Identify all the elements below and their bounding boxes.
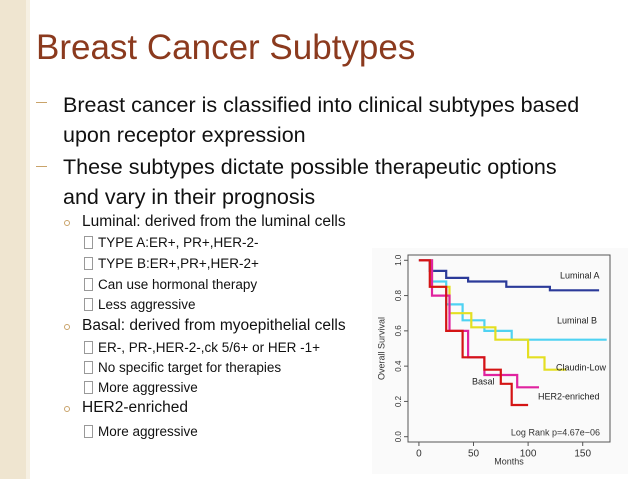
subtype-item: Can use hormonal therapy (98, 277, 258, 292)
sub-marker (64, 406, 70, 412)
item-marker (84, 425, 93, 438)
item-marker (84, 298, 93, 311)
subtype-item: More aggressive (98, 380, 198, 395)
item-marker (84, 341, 93, 354)
series-label: Luminal B (557, 315, 597, 325)
y-axis-label: Overall Survival (376, 317, 386, 380)
x-tick-label: 0 (416, 449, 422, 460)
subtype-item: TYPE A:ER+, PR+,HER-2- (98, 235, 259, 250)
y-tick-label: 0.0 (394, 431, 403, 443)
y-tick-label: 1.0 (394, 254, 403, 266)
subtype-item: TYPE B:ER+,PR+,HER-2+ (98, 256, 259, 271)
series-label: HER2-enriched (538, 391, 600, 401)
y-tick-label: 0.2 (394, 395, 403, 407)
x-tick-label: 100 (520, 449, 537, 460)
x-tick-label: 50 (468, 449, 480, 460)
item-marker (84, 381, 93, 394)
plot-frame (407, 254, 611, 443)
subtype-heading: Basal: derived from myoepithelial cells (82, 317, 346, 334)
item-marker (84, 257, 93, 270)
subtype-heading: Luminal: derived from the luminal cells (82, 213, 346, 230)
bullet-marker (36, 102, 47, 103)
subtype-item: ER-, PR-,HER-2-,ck 5/6+ or HER -1+ (98, 340, 321, 355)
bullet-text: Breast cancer is classified into clinica… (63, 93, 580, 147)
item-marker (84, 236, 93, 249)
item-marker (84, 278, 93, 291)
bullet-text: These subtypes dictate possible therapeu… (63, 155, 557, 209)
y-tick-label: 0.6 (394, 325, 403, 337)
subtype-item: Less aggressive (98, 297, 196, 312)
series-label: Luminal A (560, 270, 600, 280)
annotation: Log Rank p=4.67e−06 (511, 427, 600, 437)
sub-marker (64, 324, 70, 330)
item-marker (84, 361, 93, 374)
survival-curve (418, 259, 539, 389)
subtype-item: No specific target for therapies (98, 360, 282, 375)
decor-strip (26, 0, 30, 479)
subtype-heading: HER2-enriched (82, 399, 188, 416)
chart-background (372, 248, 628, 474)
series-label: Claudin-Low (556, 362, 607, 372)
y-tick-label: 0.8 (394, 289, 403, 301)
survival-curve (418, 259, 529, 407)
y-tick-label: 0.4 (394, 360, 403, 372)
slide-title: Breast Cancer Subtypes (36, 28, 416, 67)
series-label: Basal (472, 376, 495, 386)
subtype-item: More aggressive (98, 424, 198, 439)
sub-marker (64, 220, 70, 226)
x-tick-label: 150 (574, 449, 591, 460)
x-axis-label: Months (494, 456, 524, 466)
decor-strip (0, 0, 26, 479)
bullet-marker (36, 166, 47, 167)
